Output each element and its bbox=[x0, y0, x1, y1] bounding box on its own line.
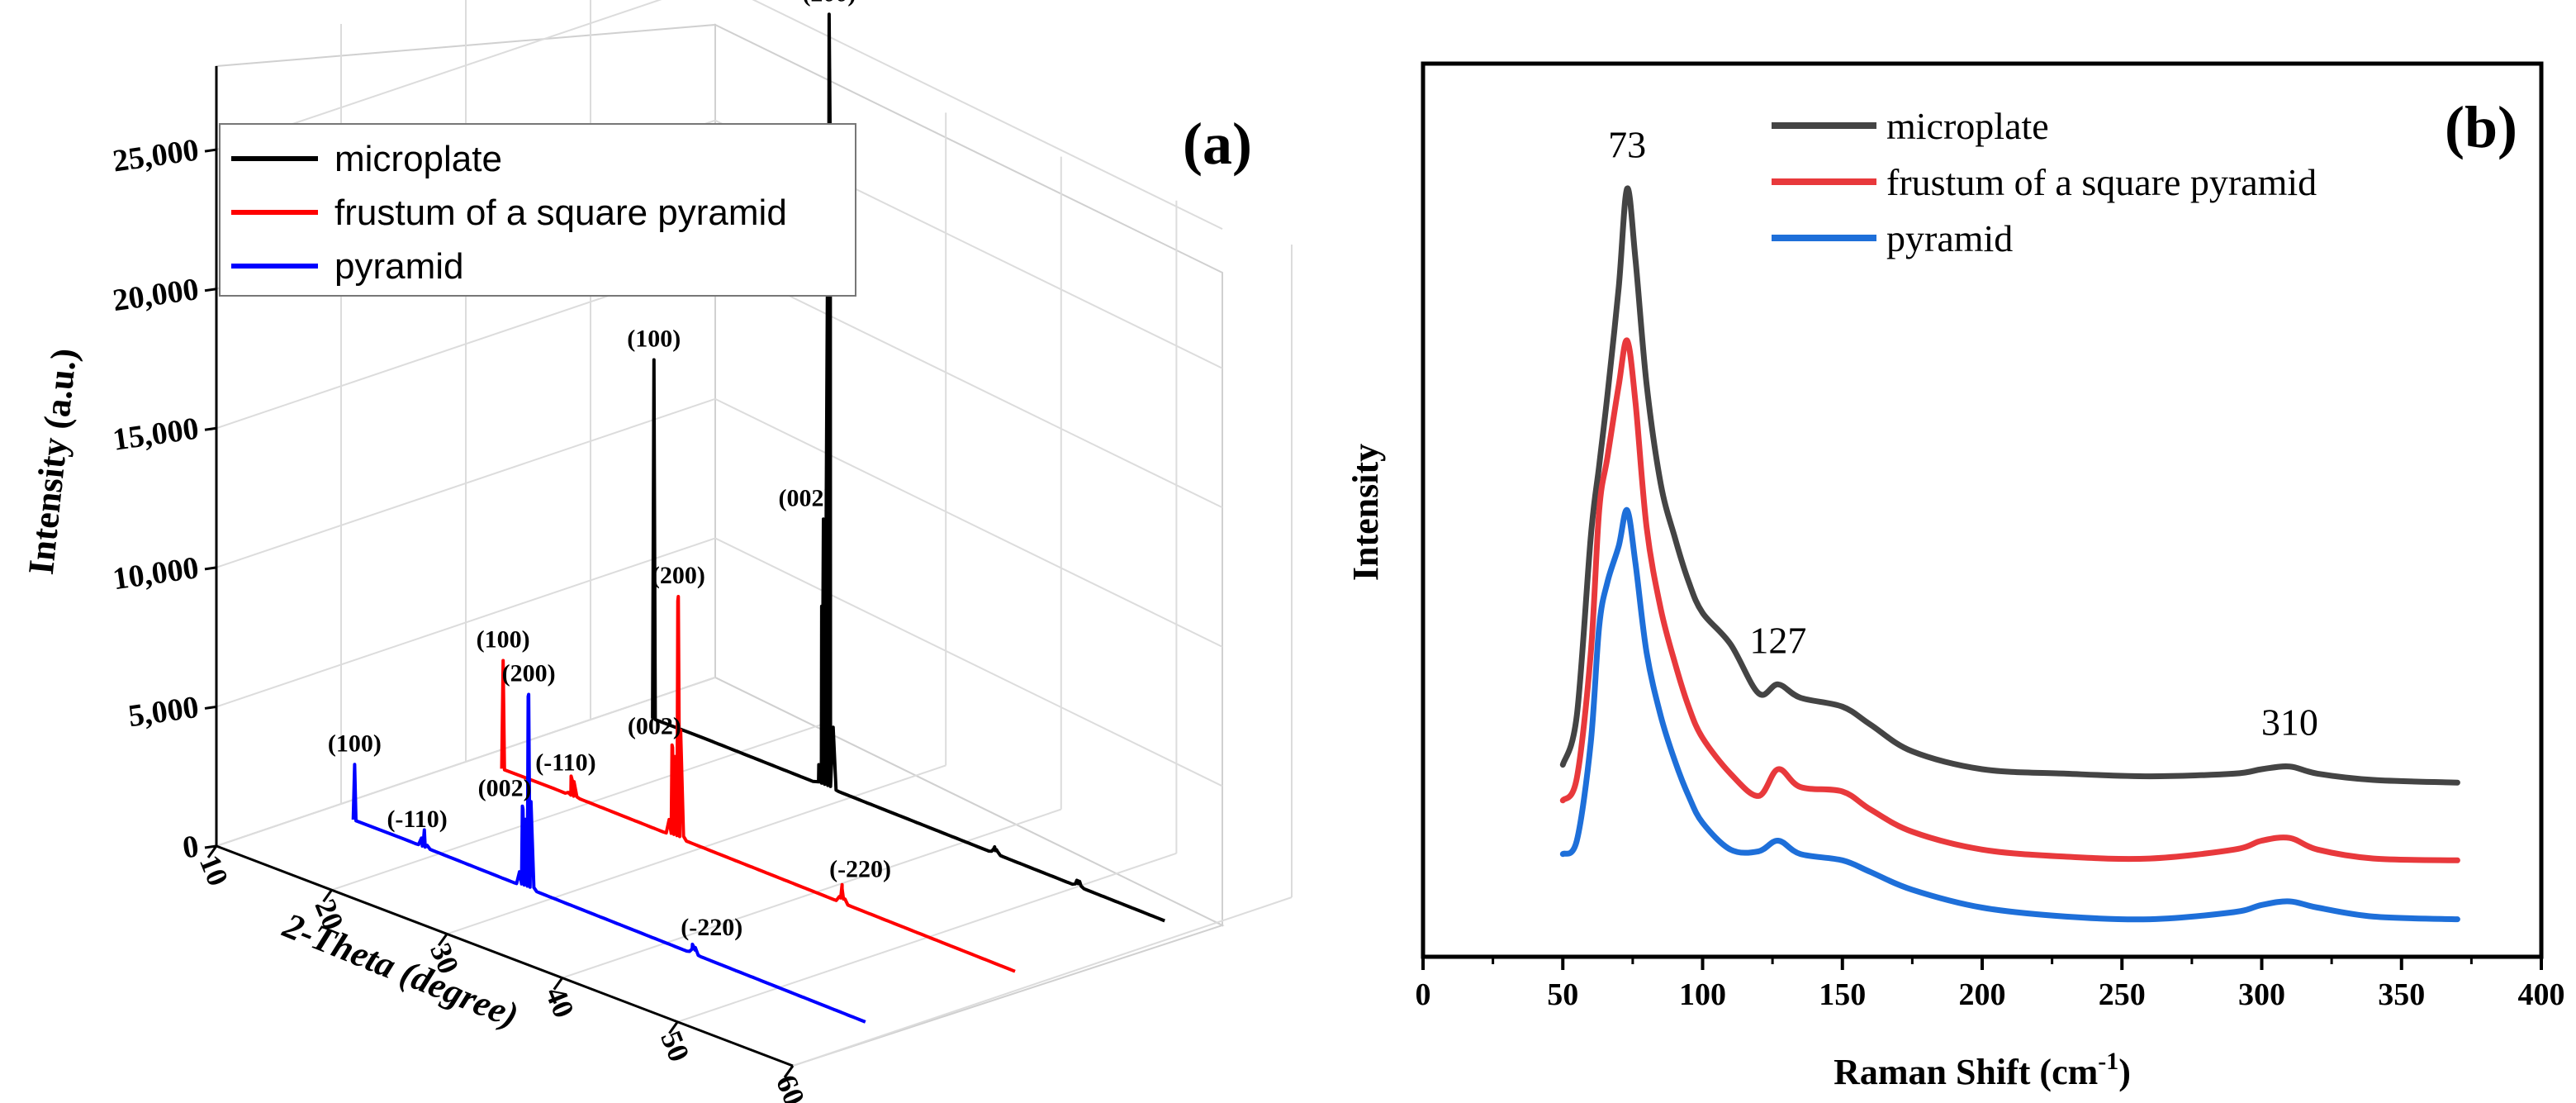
a-xtick-mark-5 bbox=[783, 1065, 795, 1078]
panel-a-legend-box bbox=[219, 123, 856, 297]
a-ytick-mark-1 bbox=[204, 705, 217, 710]
panel-a-series bbox=[351, 12, 1165, 1024]
panel-b-raman: 0 50 100 150 200 250 300 350 400 Intensity Raman… bbox=[1345, 61, 2565, 1092]
a-peak-label-2-3: (200) bbox=[502, 659, 556, 687]
panel-a-peak-labels: (100)(002)(200)(100)(-110)(002)(200)(-22… bbox=[328, 0, 891, 941]
legend-b-label-pyramid: pyramid bbox=[1886, 217, 2013, 259]
panel-b-label: (b) bbox=[2445, 94, 2517, 160]
b-xtick-label-6: 300 bbox=[2238, 977, 2285, 1012]
panel-b-legend: microplate frustum of a square pyramid p… bbox=[1772, 105, 2317, 259]
a-peak-label-2-2: (002) bbox=[478, 774, 532, 801]
legend-label-pyramid: pyramid bbox=[334, 246, 464, 287]
b-xtick-label-8: 400 bbox=[2518, 977, 2565, 1012]
panel-a-x-axis bbox=[216, 844, 794, 1067]
panel-b-series bbox=[1559, 185, 2460, 923]
a-peak-label-0-2: (002) bbox=[778, 484, 832, 511]
a-xtick-mark-0 bbox=[206, 845, 218, 858]
legend-label-frustum: frustum of a square pyramid bbox=[334, 193, 787, 233]
a-ytick-mark-0 bbox=[204, 844, 217, 849]
a-xtick-mark-4 bbox=[668, 1020, 679, 1034]
a-xtick-mark-2 bbox=[437, 933, 448, 947]
b-annotation-1: 127 bbox=[1749, 619, 1806, 661]
grid-floor-x-20 bbox=[331, 720, 831, 891]
panel-a-legend: microplate frustum of a square pyramid p… bbox=[219, 123, 856, 297]
a-xtick-label-5: 60 bbox=[770, 1070, 812, 1103]
series-a-1 bbox=[500, 595, 1016, 973]
a-peak-label-0-0: (100) bbox=[627, 325, 681, 352]
b-xtick-label-5: 250 bbox=[2099, 977, 2146, 1012]
grid-floor-x-40 bbox=[562, 808, 1062, 979]
a-ytick-mark-4 bbox=[204, 288, 217, 292]
b-xtick-label-7: 350 bbox=[2378, 977, 2425, 1012]
series-b-0 bbox=[1559, 185, 2460, 786]
grid-floor-x-60 bbox=[792, 896, 1293, 1067]
grid-side-y-5000 bbox=[714, 537, 1223, 787]
grid-side-y-25000 bbox=[752, 0, 1223, 231]
a-ytick-label-5: 25,000 bbox=[111, 132, 201, 178]
a-peak-label-1-1: (-110) bbox=[535, 749, 595, 776]
b-xtick-label-4: 200 bbox=[1959, 977, 2006, 1012]
a-xtick-mark-3 bbox=[553, 977, 564, 991]
a-peak-label-1-3: (200) bbox=[652, 562, 705, 589]
b-annotation-2: 310 bbox=[2261, 701, 2318, 744]
series-a-0 bbox=[651, 12, 1165, 923]
panel-b-x-ticks: 0 50 100 150 200 250 300 350 400 bbox=[1416, 957, 2565, 1012]
legend-label-microplate: microplate bbox=[334, 139, 502, 179]
b-annotation-0: 73 bbox=[1608, 123, 1646, 165]
legend-b-label-frustum: frustum of a square pyramid bbox=[1886, 161, 2317, 203]
grid-floor-x-30 bbox=[446, 764, 946, 935]
a-ytick-label-3: 15,000 bbox=[111, 411, 201, 458]
a-ytick-label-0: 0 bbox=[181, 829, 202, 865]
panel-b-peak-annotations: 73 127 310 bbox=[1608, 123, 2318, 743]
series-b-2 bbox=[1559, 506, 2460, 923]
panel-b-y-axis-label: Intensity bbox=[1345, 444, 1386, 581]
a-ytick-mark-5 bbox=[204, 148, 217, 153]
a-peak-label-1-2: (002) bbox=[628, 713, 681, 740]
panel-a-y-axis-label: Intensity (a.u.) bbox=[21, 346, 84, 577]
grid-floor-x-10 bbox=[216, 677, 716, 847]
b-xtick-label-1: 50 bbox=[1547, 977, 1578, 1012]
a-xtick-mark-1 bbox=[322, 889, 333, 903]
a-ytick-mark-2 bbox=[204, 566, 217, 571]
a-peak-label-2-4: (-220) bbox=[681, 914, 742, 941]
series-b-1 bbox=[1559, 337, 2460, 863]
a-peak-label-1-4: (-220) bbox=[829, 856, 891, 883]
a-peak-label-1-0: (100) bbox=[477, 626, 530, 654]
a-peak-label-2-0: (100) bbox=[328, 730, 382, 757]
a-xtick-label-4: 50 bbox=[654, 1026, 696, 1066]
a-peak-label-2-1: (-110) bbox=[387, 806, 447, 833]
a-ytick-label-2: 10,000 bbox=[111, 550, 201, 597]
b-xtick-label-2: 100 bbox=[1679, 977, 1726, 1012]
panel-a-y-ticks: 0 5,000 10,000 15,000 20,000 25,000 bbox=[111, 132, 217, 866]
a-ytick-mark-3 bbox=[204, 426, 217, 431]
panel-a-label: (a) bbox=[1183, 111, 1252, 177]
legend-b-label-microplate: microplate bbox=[1886, 105, 2049, 147]
a-peak-label-0-3: (200) bbox=[802, 0, 856, 7]
a-xtick-label-3: 40 bbox=[539, 982, 581, 1022]
panel-b-plot-frame bbox=[1421, 61, 2544, 959]
a-ytick-label-1: 5,000 bbox=[126, 690, 202, 734]
series-a-2 bbox=[351, 692, 866, 1024]
b-xtick-label-3: 150 bbox=[1819, 977, 1866, 1012]
a-ytick-label-4: 20,000 bbox=[111, 272, 201, 318]
b-xtick-label-0: 0 bbox=[1416, 977, 1431, 1012]
grid-side-y-15000 bbox=[714, 259, 1223, 509]
grid-side-y-10000 bbox=[714, 397, 1223, 648]
panel-b-x-axis-label: Raman Shift (cm-1) bbox=[1834, 1048, 2131, 1092]
